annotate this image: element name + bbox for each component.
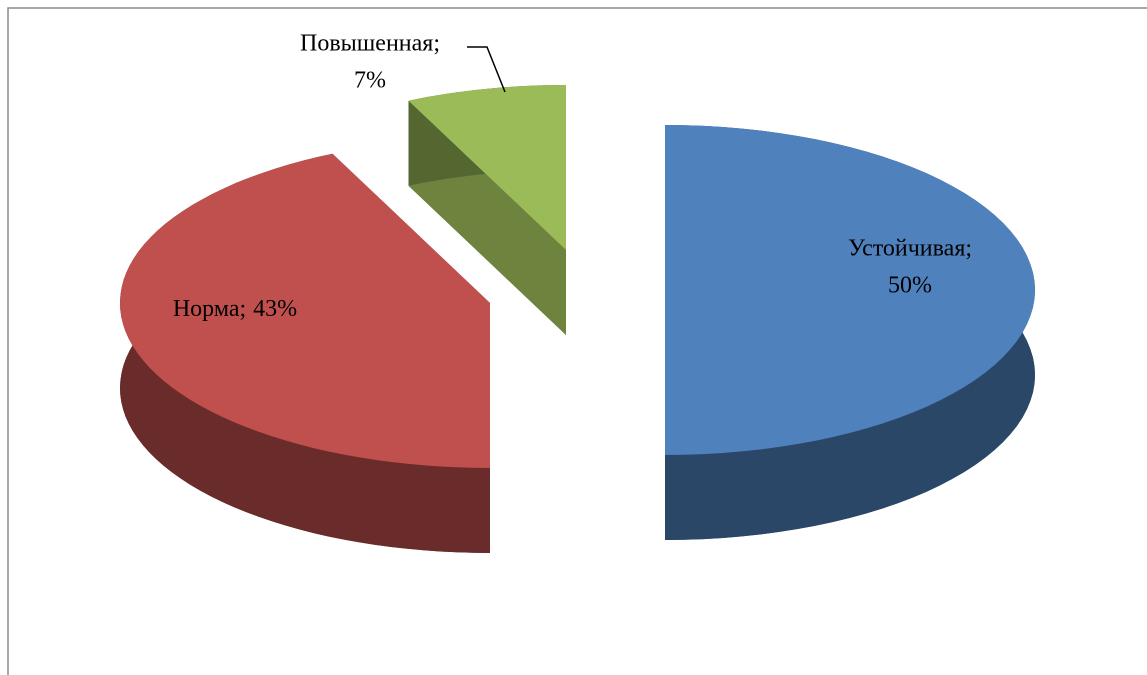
data-label-name: Повышенная; — [300, 31, 440, 57]
slice — [665, 125, 1035, 455]
data-label-name: Норма; — [173, 296, 246, 322]
data-label: Норма; 43% — [173, 296, 297, 322]
labels: Устойчивая; 50% Норма; 43% Повышенная; 7% — [173, 31, 972, 322]
pie — [120, 85, 1035, 553]
data-label-name: Устойчивая; — [848, 236, 972, 262]
data-label-value: 7% — [354, 68, 386, 94]
slice — [408, 85, 566, 250]
data-label-value: 50% — [888, 273, 932, 299]
leader-line — [467, 46, 506, 93]
data-label-value: 43% — [253, 296, 297, 322]
slice — [120, 153, 490, 468]
